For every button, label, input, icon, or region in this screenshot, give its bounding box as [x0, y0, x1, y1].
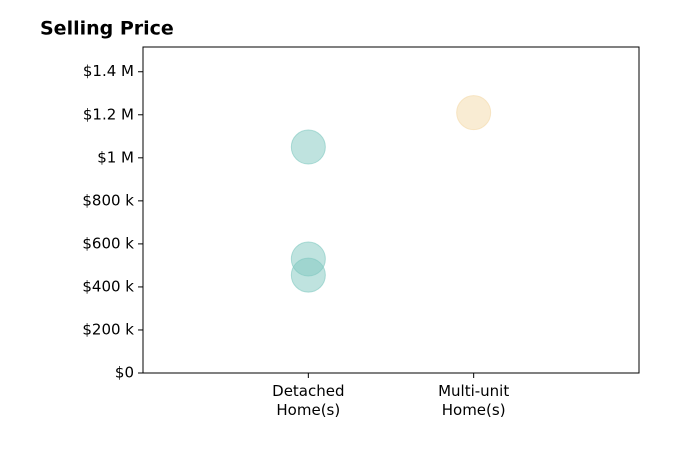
x-tick-label: Detached Home(s) — [272, 382, 345, 419]
y-tick-label: $600 k — [82, 234, 134, 252]
y-tick-label: $1.2 M — [83, 105, 134, 123]
chart-title: Selling Price — [40, 18, 174, 40]
y-tick-label: $1 M — [97, 148, 134, 166]
point — [290, 257, 326, 293]
y-tick-label: $400 k — [82, 277, 134, 295]
point — [290, 129, 326, 165]
x-tick-label: Multi-unit Home(s) — [438, 382, 510, 419]
point — [456, 95, 492, 131]
y-tick-label: $1.4 M — [83, 62, 134, 80]
y-tick-label: $200 k — [82, 320, 134, 338]
y-tick-label: $800 k — [82, 191, 134, 209]
y-tick-label: $0 — [115, 364, 134, 382]
plot-frame — [142, 46, 640, 374]
